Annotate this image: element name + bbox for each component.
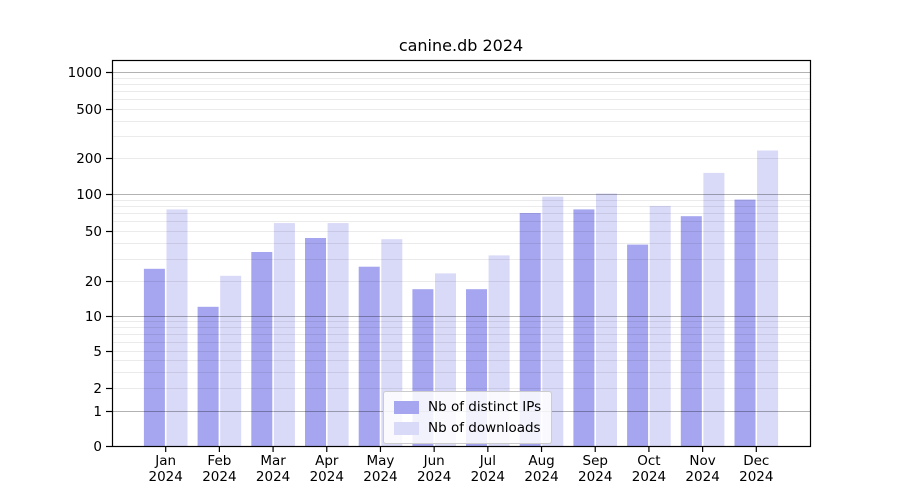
legend-item-distinct-ips: Nb of distinct IPs [394,399,541,415]
bar-downloads-jan [166,209,188,446]
y-tick-label-50: 50 [85,224,102,240]
x-tick-label-year-jun: 2024 [417,469,451,485]
y-tick-label-500: 500 [76,102,102,118]
x-tick-label-year-may: 2024 [363,469,397,485]
x-tick-label-month-jul: Jul [479,453,496,469]
y-tick-label-0: 0 [93,439,102,455]
y-tick-label-1000: 1000 [68,65,102,81]
x-tick-label-year-jul: 2024 [471,469,505,485]
bar-distinct-ips-aug [519,213,541,446]
x-tick-label-year-nov: 2024 [685,469,719,485]
x-tick-label-month-apr: Apr [315,453,339,469]
bar-distinct-ips-apr [305,238,326,446]
bar-distinct-ips-jan [143,268,165,446]
x-tick-label-month-sep: Sep [583,453,608,469]
bar-distinct-ips-nov [680,216,702,446]
y-tick-label-100: 100 [76,187,102,203]
x-tick-label-month-nov: Nov [689,453,715,469]
bar-distinct-ips-mar [251,252,273,446]
y-tick-label-5: 5 [93,344,102,360]
x-tick-label-month-jun: Jun [423,453,445,469]
bar-downloads-feb [220,275,242,446]
bar-distinct-ips-feb [197,306,219,446]
y-tick-label-20: 20 [85,274,102,290]
chart-title: canine.db 2024 [398,36,524,55]
bar-downloads-dec [757,150,779,446]
legend-swatch-downloads [394,421,419,435]
x-tick-label-month-may: May [367,453,395,469]
x-tick-label-month-mar: Mar [260,453,286,469]
bar-downloads-oct [649,205,671,446]
legend-swatch-distinct-ips [394,400,419,414]
x-tick-label-year-feb: 2024 [202,469,236,485]
bar-downloads-apr [327,223,349,446]
bar-downloads-sep [596,193,617,446]
x-tick-label-year-aug: 2024 [524,469,558,485]
bar-downloads-aug [542,196,564,446]
x-tick-label-month-feb: Feb [207,453,231,469]
x-tick-label-year-apr: 2024 [310,469,344,485]
x-tick-label-year-mar: 2024 [256,469,290,485]
x-tick-label-month-jan: Jan [154,453,176,469]
x-tick-label-year-oct: 2024 [632,469,666,485]
bar-downloads-nov [703,172,725,446]
bar-distinct-ips-sep [573,209,595,446]
legend: Nb of distinct IPs Nb of downloads [383,391,553,444]
x-tick-label-year-sep: 2024 [578,469,612,485]
y-tick-label-200: 200 [76,151,102,167]
x-tick-label-month-oct: Oct [637,453,660,469]
x-tick-label-month-aug: Aug [528,453,554,469]
legend-label-downloads: Nb of downloads [428,420,541,436]
axes-spines [111,59,812,448]
bar-downloads-mar [273,223,295,446]
legend-label-distinct-ips: Nb of distinct IPs [428,399,542,415]
legend-item-downloads: Nb of downloads [394,420,541,436]
y-tick-label-10: 10 [85,309,102,325]
x-tick-label-month-dec: Dec [743,453,769,469]
bar-distinct-ips-oct [627,244,649,446]
y-tick-label-2: 2 [93,381,102,397]
bar-distinct-ips-dec [734,199,756,446]
x-tick-label-year-jan: 2024 [149,469,183,485]
bar-distinct-ips-may [358,266,380,446]
x-tick-label-year-dec: 2024 [739,469,773,485]
y-tick-label-1: 1 [93,404,102,420]
